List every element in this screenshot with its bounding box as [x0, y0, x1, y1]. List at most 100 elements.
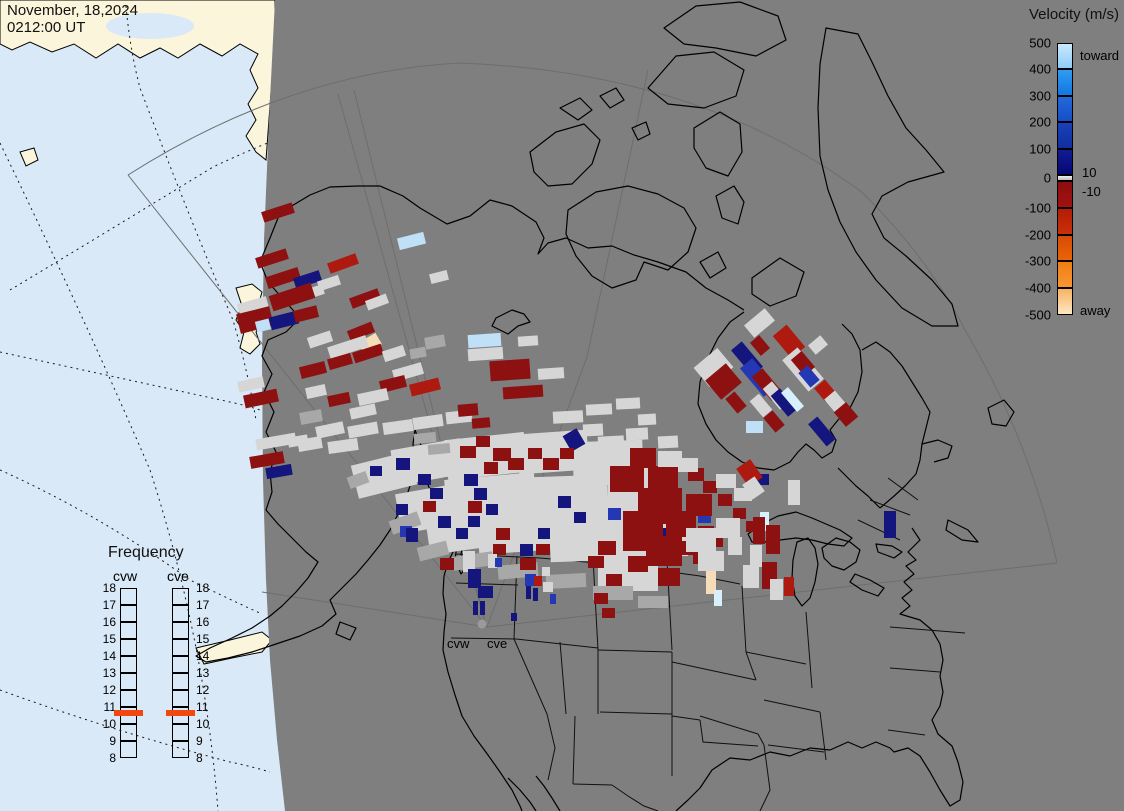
frequency-tick: 12 [102, 683, 116, 697]
velocity-cell [249, 451, 285, 469]
velocity-cell [537, 367, 565, 380]
velocity-cell [488, 554, 497, 568]
coastline [335, 621, 357, 641]
frequency-tick: 9 [196, 734, 203, 748]
velocity-cell [305, 384, 327, 399]
velocity-cell [424, 334, 446, 350]
velocity-cell [346, 470, 370, 490]
velocity-cell [610, 466, 644, 492]
frequency-tick: 14 [196, 649, 210, 663]
velocity-cell [237, 376, 265, 393]
velocity-cell [430, 488, 443, 499]
velocity-cell [484, 462, 498, 474]
velocity-cell [493, 448, 511, 461]
velocity-cell [349, 403, 377, 420]
coastline [817, 27, 959, 327]
coastline [599, 87, 625, 109]
velocity-cell [542, 567, 550, 576]
velocity-cell [714, 590, 722, 606]
frequency-cell [120, 724, 137, 741]
state-border [805, 611, 813, 689]
frequency-cell [120, 588, 137, 605]
velocity-cell [716, 474, 736, 488]
state-border [611, 784, 659, 811]
frequency-cell [172, 673, 189, 690]
coastline [699, 251, 727, 279]
velocity-cell [396, 504, 408, 515]
timestamp-time: 0212:00 UT [7, 19, 86, 36]
frequency-cell [172, 605, 189, 622]
frequency-tick: 12 [196, 683, 210, 697]
frequency-tick: 10 [196, 717, 210, 731]
colorbar-tick: 300 [1029, 88, 1051, 104]
velocity-cell [615, 397, 641, 410]
velocity-cell [534, 576, 542, 586]
velocity-cell [480, 601, 485, 615]
velocity-cell [306, 330, 334, 349]
velocity-cell [444, 431, 528, 481]
velocity-cell [728, 537, 742, 555]
colorbar-label-away: away [1080, 303, 1111, 318]
state-border [889, 626, 966, 634]
velocity-cell [489, 358, 531, 382]
velocity-cell [770, 579, 783, 600]
frequency-tick: 15 [196, 632, 210, 646]
velocity-cell [460, 446, 476, 458]
velocity-cell [749, 393, 773, 418]
colorbar-tick: 500 [1029, 35, 1051, 51]
frequency-marker [166, 710, 195, 716]
velocity-cell [710, 536, 723, 547]
velocity-cell [352, 343, 384, 364]
colorbar-segment [1057, 234, 1073, 262]
state-border [889, 667, 941, 673]
coastline [529, 123, 601, 187]
frequency-tick: 15 [102, 632, 116, 646]
coastline [647, 51, 745, 109]
velocity-cell [502, 384, 544, 400]
velocity-cell [409, 346, 427, 360]
velocity-cell [406, 528, 418, 542]
velocity-cell [327, 391, 351, 408]
frequency-tick: 18 [102, 581, 116, 595]
velocity-cell [468, 501, 482, 513]
velocity-cell [808, 335, 828, 355]
velocity-cell [243, 388, 279, 409]
velocity-cell [364, 293, 390, 311]
velocity-cell [625, 427, 649, 441]
velocity-cell [705, 363, 742, 400]
velocity-cell [456, 528, 468, 539]
colorbar-segment [1057, 181, 1073, 208]
frequency-tick: 16 [102, 615, 116, 629]
frequency-cell [120, 656, 137, 673]
velocity-cell [646, 536, 682, 566]
velocity-cell [716, 518, 740, 538]
velocity-cell [464, 474, 478, 486]
velocity-cell [658, 568, 680, 586]
velocity-cell [268, 282, 316, 312]
velocity-cell [349, 288, 381, 309]
coastline [631, 121, 651, 141]
velocity-cell [440, 558, 454, 570]
coastline [921, 439, 953, 463]
state-border [515, 638, 599, 649]
velocity-cell [347, 421, 379, 439]
velocity-cell [236, 296, 270, 316]
velocity-cell [474, 488, 487, 500]
state-border [699, 719, 759, 747]
velocity-cell [327, 335, 369, 359]
velocity-cell [833, 402, 859, 427]
coastline [889, 527, 964, 807]
velocity-cell [608, 508, 621, 520]
frequency-cell [172, 690, 189, 707]
velocity-cell [520, 558, 536, 570]
coastline [507, 777, 537, 811]
velocity-cell [412, 413, 444, 431]
velocity-cell [358, 332, 382, 355]
frequency-cell [120, 622, 137, 639]
velocity-cell [594, 593, 608, 604]
colorbar-segment [1057, 95, 1073, 123]
velocity-cell [538, 528, 550, 539]
colorbar-tick: -500 [1024, 307, 1051, 323]
velocity-cell [268, 310, 300, 331]
